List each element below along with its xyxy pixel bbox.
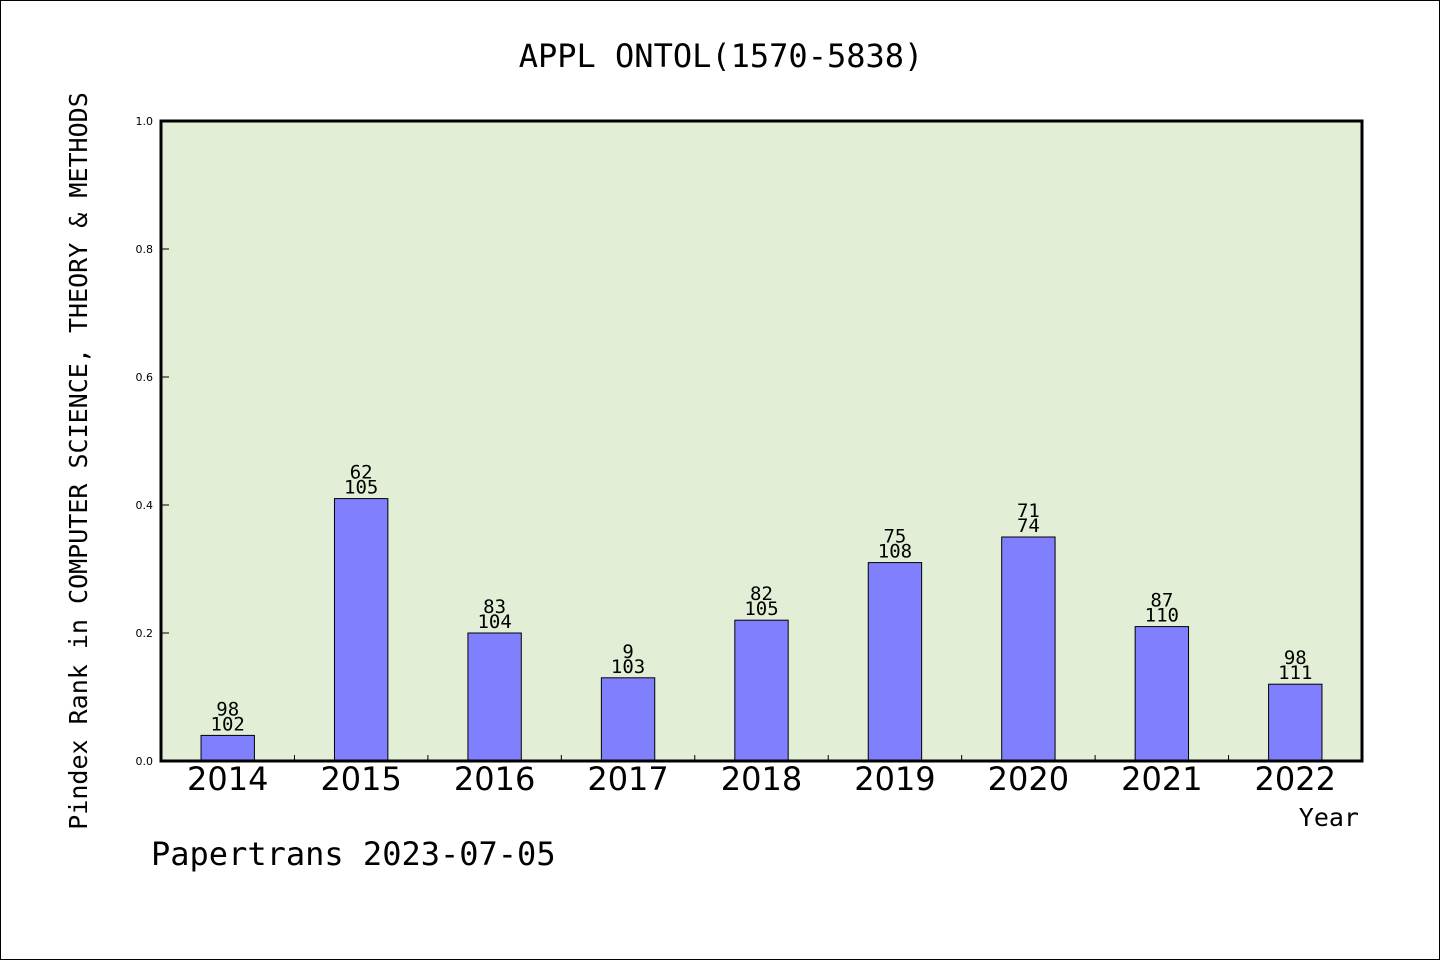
bar-rank-label: 87: [1150, 590, 1173, 612]
bar-total-label: 110: [1145, 605, 1179, 627]
bars-layer: 9810262105831049103821057510871748711098…: [200, 462, 1323, 762]
bar-2021: [1134, 626, 1190, 762]
bar-rank-label: 75: [883, 526, 906, 548]
bar-2017: [600, 677, 656, 762]
x-axis-ticks: 2014 2015 2016 2017 2018 2019 2020 2021 2022: [187, 755, 1336, 798]
footer-credit: Papertrans 2023-07-05: [151, 835, 556, 873]
x-tick-label: 2014: [187, 760, 268, 798]
x-tick-label: 2018: [721, 760, 802, 798]
bar-total-label: 102: [211, 713, 245, 735]
y-tick-label: 0.4: [136, 499, 154, 512]
plot-frame: [159, 119, 1364, 763]
bar-total-label: 74: [1017, 515, 1040, 537]
bar-2020: [1001, 536, 1056, 762]
bar-2016: [467, 632, 522, 762]
chart-title: APPL ONTOL(1570-5838): [519, 37, 924, 75]
x-tick-label: 2015: [320, 760, 401, 798]
bar-rank-label: 98: [216, 698, 239, 720]
y-tick-label: 0.8: [136, 243, 154, 256]
y-tick-label: 0.6: [136, 371, 154, 384]
bar-total-label: 105: [344, 477, 378, 499]
x-tick-label: 2019: [854, 760, 935, 798]
y-tick-label: 1.0: [136, 115, 154, 128]
bar-2019: [867, 562, 923, 762]
y-axis-ticks: 0.0 0.2 0.4 0.6 0.8 1.0: [136, 115, 169, 768]
x-tick-label: 2021: [1121, 760, 1202, 798]
x-axis-label: Year: [1299, 803, 1359, 832]
x-tick-label: 2017: [587, 760, 668, 798]
y-tick-label: 0.0: [136, 755, 154, 768]
bar-2022: [1268, 683, 1323, 762]
bar-2014: [200, 734, 255, 762]
bar-total-label: 105: [744, 598, 778, 620]
bar-rank-label: 71: [1017, 500, 1040, 522]
bar-2015: [333, 498, 389, 762]
bar-total-label: 104: [477, 611, 511, 633]
bar-rank-label: 83: [483, 596, 506, 618]
bar-2018: [734, 619, 789, 762]
bar-rank-label: 98: [1284, 647, 1307, 669]
bar-total-label: 103: [611, 656, 645, 678]
bar-rank-label: 9: [622, 641, 633, 663]
y-tick-label: 0.2: [136, 627, 154, 640]
bar-rank-label: 82: [750, 583, 773, 605]
x-tick-label: 2016: [454, 760, 535, 798]
y-axis-label: Pindex Rank in COMPUTER SCIENCE, THEORY …: [64, 92, 93, 830]
x-tick-label: 2022: [1255, 760, 1336, 798]
bar-rank-label: 62: [350, 462, 373, 484]
x-tick-label: 2020: [988, 760, 1069, 798]
bar-total-label: 111: [1278, 662, 1312, 684]
bar-total-label: 108: [878, 541, 912, 563]
